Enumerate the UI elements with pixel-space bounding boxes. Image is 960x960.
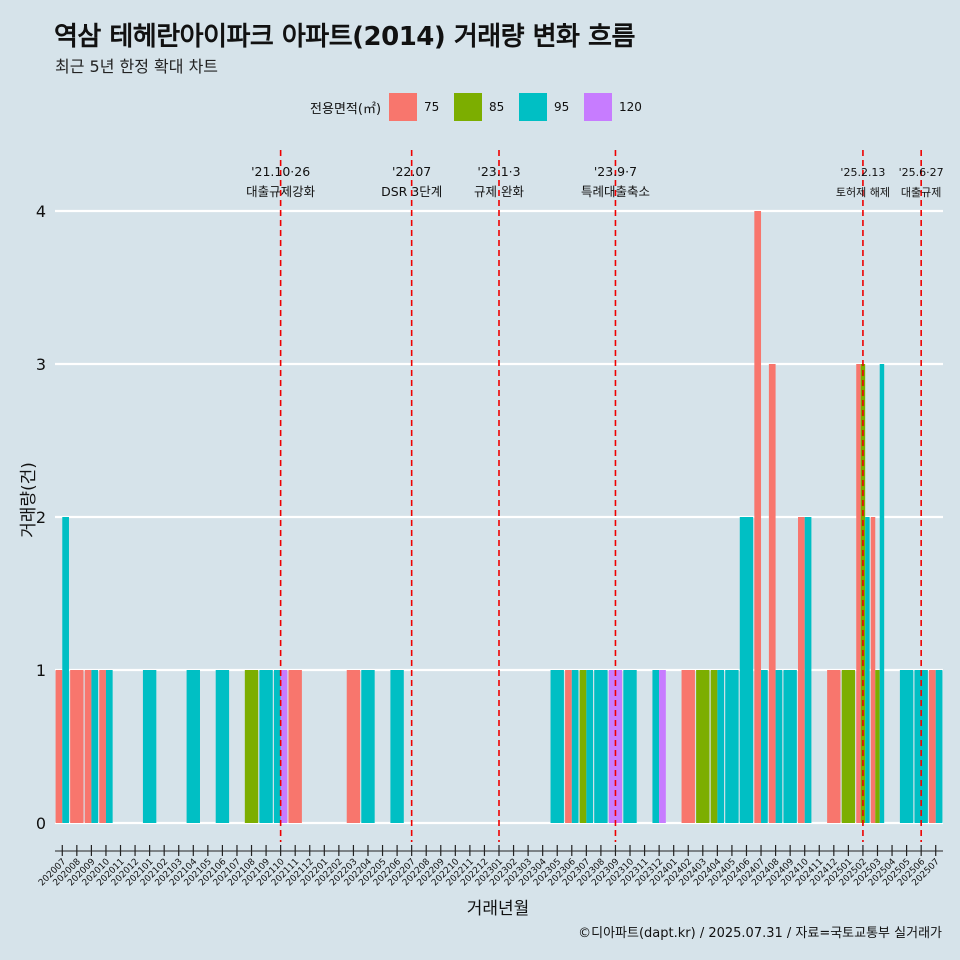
bar-95-202507 [935,670,943,823]
bar-75-202007 [55,670,63,823]
bar-120-202309 [608,670,623,823]
legend-item-95: 95 [519,93,576,121]
bar-95-202408 [775,670,783,823]
bar-75-202408 [768,364,776,823]
bar-95-202204 [361,670,375,823]
legend-title: 전용면적(㎡) [310,101,382,117]
legend-swatch-120 [584,93,613,121]
bar-95-202405 [725,670,739,823]
bar-85-202108 [244,670,259,823]
bar-75-202111 [288,670,302,823]
legend-item-85: 85 [454,93,511,121]
bar-120-202110 [280,670,288,823]
bar-95-202505 [899,670,914,823]
chart-caption: ©디아파트(dapt.kr) / 2025.07.31 / 자료=국토교통부 실… [578,926,942,941]
bar-85-202403 [696,670,710,823]
chart-subtitle: 최근 5년 한정 확대 차트 [55,57,219,76]
bar-95-202206 [390,670,404,823]
bar-95-202404 [717,670,725,823]
bar-85-202404 [710,670,718,823]
event-label: 특례대출축소 [581,184,650,199]
bar-95-202009 [91,670,99,823]
bar-95-202109 [259,670,273,823]
event-date-label: '25.6·27 [899,166,944,179]
event-date-label: '23.1·3 [477,164,520,179]
legend-label-95: 95 [554,100,570,114]
bar-95-202007 [62,517,69,823]
y-tick-label: 4 [36,202,46,221]
bar-95-202308 [594,670,608,823]
y-tick-label: 2 [36,508,46,527]
bar-75-202203 [346,670,361,823]
y-tick-label: 3 [36,355,46,374]
bar-95-202305 [550,670,564,823]
legend-label-85: 85 [489,100,505,114]
bar-95-202410 [804,517,812,823]
bar-75-202306 [565,670,572,823]
bar-95-202409 [783,670,797,823]
bar-95-202306 [571,670,579,823]
bar-95-202406 [739,517,754,823]
bar-95-202104 [186,670,200,823]
bar-95-202312 [652,670,660,823]
bar-75-202507 [929,670,936,823]
bar-75-202410 [798,517,805,823]
legend-item-120: 120 [584,93,642,121]
legend-swatch-75 [389,93,418,121]
y-axis-title: 거래량(건) [19,462,39,538]
bar-95-202407 [761,670,768,823]
bar-120-202312 [659,670,666,823]
bar-75-202502 [856,364,861,823]
event-date-label: '25.2.13 [840,166,885,179]
bar-75-202008 [70,670,84,823]
event-label: 대출규제강화 [246,184,316,199]
bar-95-202503 [879,364,885,823]
bar-75-202009 [84,670,92,823]
bar-95-202307 [586,670,594,823]
bar-75-202407 [754,211,762,823]
event-date-label: '22.07 [392,164,431,179]
y-tick-label: 0 [36,814,46,833]
bar-95-202502 [865,517,870,823]
bar-75-202503 [870,517,876,823]
legend-label-120: 120 [619,100,642,114]
event-label: 대출규제 [901,186,941,199]
bar-95-202106 [215,670,230,823]
legend-swatch-95 [519,93,548,121]
bar-75-202412 [827,670,841,823]
event-date-label: '23.9·7 [594,164,637,179]
event-date-label: '21.10·26 [251,164,310,179]
bar-85-202307 [579,670,587,823]
bar-95-202101 [142,670,157,823]
bar-75-202010 [99,670,106,823]
legend-item-75: 75 [389,93,446,121]
legend: 전용면적(㎡) 75 85 95 120 [0,93,960,121]
bar-95-202310 [623,670,637,823]
x-axis-title: 거래년월 [467,899,530,919]
legend-swatch-85 [454,93,483,121]
chart-title: 역삼 테헤란아이파크 아파트(2014) 거래량 변화 흐름 [54,22,635,52]
event-label: 규제 완화 [474,184,524,199]
legend-label-75: 75 [424,100,440,114]
bar-95-202506 [914,670,928,823]
bar-95-202110 [273,670,281,823]
bar-85-202501 [841,670,856,823]
event-label: 토허제 해제 [836,185,890,199]
event-label: DSR 3단계 [381,184,442,199]
y-tick-label: 1 [36,661,46,680]
bar-95-202010 [105,670,113,823]
bar-85-202503 [875,670,880,823]
bar-75-202402 [681,670,695,823]
